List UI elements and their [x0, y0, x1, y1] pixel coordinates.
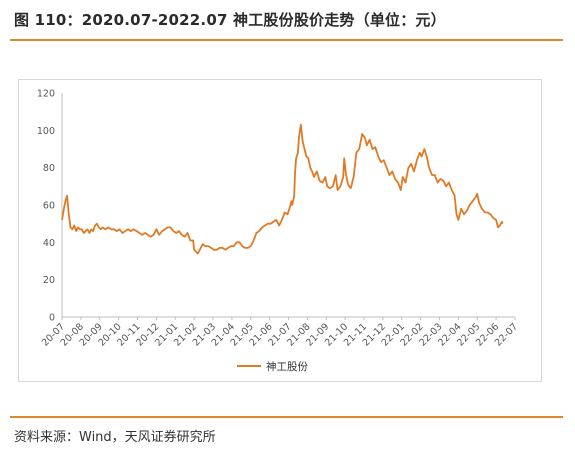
- y-tick-label: 20: [43, 275, 55, 286]
- chart-frame: 0 20 40 60 80 100 120 20-07 20-08 20-09 20-10 20-11…: [18, 79, 542, 382]
- legend-label: 神工股份: [266, 360, 308, 373]
- source-note: 资料来源：Wind，天风证券研究所: [14, 430, 216, 445]
- y-tick-label: 80: [43, 163, 55, 174]
- footer-divider: [10, 416, 563, 418]
- y-tick-label: 40: [43, 238, 55, 249]
- y-tick-label: 0: [49, 313, 55, 324]
- price-chart: 02040608010012020-0720-0820-0920-1020-11…: [37, 89, 520, 374]
- figure-header: 图 110：2020.07-2022.07 神工股份股价走势（单位：元）: [0, 0, 575, 40]
- figure-title: 图 110：2020.07-2022.07 神工股份股价走势（单位：元）: [14, 11, 446, 29]
- series-line: [61, 123, 504, 255]
- y-tick-label: 60: [43, 201, 55, 212]
- y-tick-label: 100: [37, 126, 55, 137]
- y-tick-label: 120: [37, 89, 55, 100]
- header-divider: [10, 39, 563, 41]
